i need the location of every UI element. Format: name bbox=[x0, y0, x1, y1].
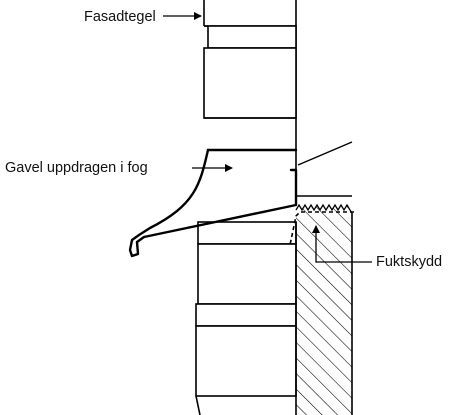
flashing-label: Gavel uppdragen i fog bbox=[5, 160, 148, 176]
moisture-barrier bbox=[289, 211, 354, 246]
facade-brick-label: Fasadtegel bbox=[84, 9, 156, 25]
facade-bricks-lower bbox=[195, 221, 297, 415]
flashing-gable bbox=[128, 148, 298, 258]
moisture-barrier-callout: Fuktskydd bbox=[312, 225, 442, 270]
moisture-barrier-label: Fuktskydd bbox=[376, 254, 442, 270]
facade-brick-callout: Fasadtegel bbox=[84, 9, 202, 25]
facade-bricks-upper bbox=[203, 25, 297, 119]
roof-line bbox=[297, 141, 353, 166]
hatched-wall bbox=[295, 195, 353, 415]
moisture-barrier-leader bbox=[312, 225, 372, 263]
flashing-callout: Gavel uppdragen i fog bbox=[5, 160, 233, 176]
